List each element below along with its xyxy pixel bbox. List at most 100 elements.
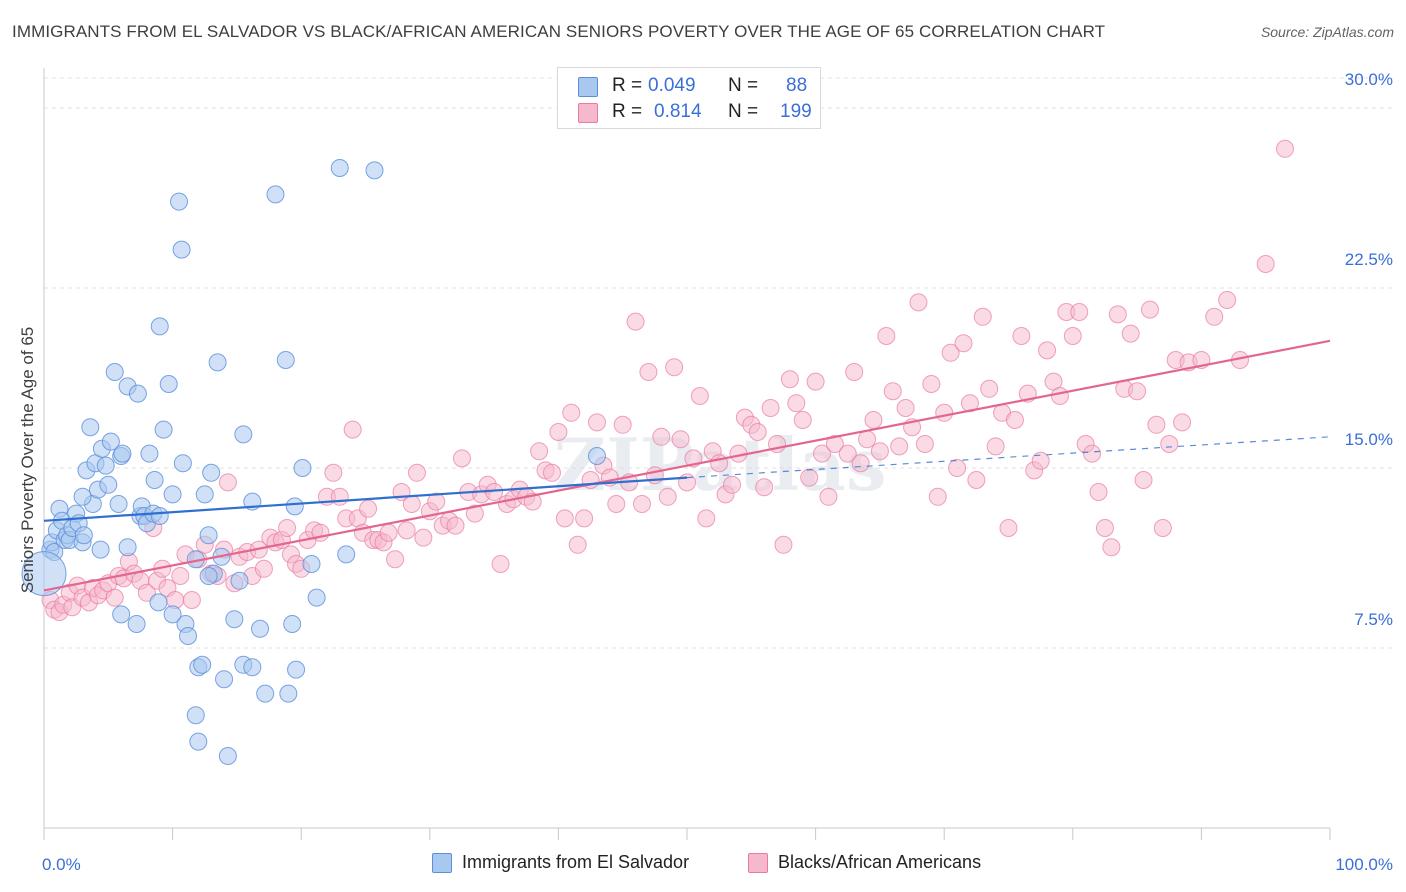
data-point-blacks [1134, 471, 1153, 489]
data-point-blacks [452, 449, 471, 468]
data-point-el-salvador [154, 420, 173, 439]
data-point-blacks [813, 444, 832, 463]
data-point-blacks [402, 495, 421, 513]
data-point-el-salvador-cluster [21, 551, 67, 597]
data-point-blacks [723, 475, 742, 494]
data-point-blacks [748, 423, 767, 441]
data-point-blacks [568, 535, 587, 554]
data-point-el-salvador [150, 507, 169, 525]
data-point-blacks [1005, 411, 1024, 429]
data-point-blacks [922, 375, 941, 393]
data-point-el-salvador [587, 447, 606, 465]
data-point-blacks [626, 312, 645, 331]
data-point-blacks [665, 358, 684, 377]
data-point-el-salvador [74, 526, 93, 545]
data-point-blacks [407, 463, 426, 482]
x-tick-label: 100.0% [1335, 855, 1393, 874]
series-el-salvador-points [21, 159, 606, 765]
data-point-el-salvador [73, 487, 92, 506]
data-point-blacks [658, 487, 677, 506]
legend-n-label: N = [728, 101, 759, 122]
data-point-blacks [774, 535, 793, 554]
data-point-el-salvador [243, 658, 262, 677]
data-point-blacks [761, 399, 780, 417]
data-point-blacks [973, 307, 992, 326]
data-point-blacks [896, 399, 915, 417]
data-point-blacks [1050, 387, 1069, 405]
data-point-blacks [330, 487, 349, 506]
data-point-blacks [324, 463, 343, 482]
data-point-blacks [397, 521, 416, 540]
data-point-blacks [542, 463, 561, 482]
data-point-el-salvador [365, 161, 384, 180]
data-point-el-salvador [256, 684, 275, 703]
data-point-blacks [562, 403, 581, 422]
data-point-blacks [613, 415, 632, 434]
data-point-blacks [379, 523, 398, 542]
data-point-blacks [806, 372, 825, 391]
data-point-el-salvador [287, 660, 306, 679]
data-point-blacks [1205, 307, 1224, 326]
data-point-blacks [1128, 382, 1147, 401]
data-point-blacks [359, 499, 378, 518]
trend-line-blacks [43, 339, 1331, 592]
legend-r-value: 0.814 [654, 101, 702, 122]
data-point-el-salvador [101, 432, 120, 451]
y-tick-label: 7.5% [1354, 610, 1393, 629]
data-point-el-salvador [208, 353, 227, 372]
y-axis-label: Seniors Poverty Over the Age of 65 [18, 326, 37, 594]
data-point-el-salvador [307, 588, 326, 607]
data-point-el-salvador [215, 670, 234, 689]
data-point-el-salvador [159, 375, 178, 393]
data-point-blacks [1038, 341, 1057, 360]
data-point-el-salvador [234, 425, 253, 444]
data-point-el-salvador [170, 192, 189, 211]
x-tick-label: 0.0% [42, 855, 81, 874]
data-point-el-salvador [279, 684, 298, 703]
x-tick-labels: 0.0% 100.0% [42, 855, 1393, 874]
data-point-el-salvador [202, 463, 221, 482]
data-point-blacks [171, 567, 190, 585]
bottom-legend-swatch-blue [432, 853, 452, 873]
data-point-blacks [587, 413, 606, 432]
y-tick-labels: 7.5% 15.0% 22.5% 30.0% [1345, 70, 1393, 629]
data-point-el-salvador [91, 540, 110, 559]
bottom-legend-label: Blacks/African Americans [778, 852, 982, 872]
data-point-blacks [632, 495, 651, 513]
legend-swatch-pink [578, 103, 598, 123]
data-point-el-salvador [251, 619, 270, 638]
data-point-blacks [137, 583, 156, 602]
data-point-blacks [1089, 483, 1108, 501]
data-point-blacks [549, 423, 568, 441]
data-point-blacks [793, 411, 812, 429]
trend-line-el-salvador [43, 476, 688, 522]
data-point-el-salvador [173, 454, 192, 473]
data-point-blacks [607, 495, 626, 513]
data-point-el-salvador [266, 185, 285, 204]
data-point-el-salvador [193, 655, 212, 674]
data-point-el-salvador [113, 444, 132, 463]
data-point-blacks [1031, 451, 1050, 470]
data-point-blacks [555, 509, 574, 528]
data-point-blacks [446, 516, 465, 535]
data-point-blacks [652, 427, 671, 446]
data-point-el-salvador [99, 475, 118, 494]
data-point-blacks [697, 509, 716, 528]
data-point-blacks [986, 437, 1005, 456]
data-point-blacks [1173, 413, 1192, 432]
axes [43, 68, 1331, 840]
data-point-blacks [1012, 327, 1031, 345]
data-point-blacks [780, 370, 799, 389]
source-label: Source: ZipAtlas.com [1260, 24, 1394, 40]
data-point-el-salvador [199, 567, 218, 585]
legend-n-value: 88 [786, 75, 808, 96]
data-point-el-salvador [149, 593, 168, 612]
data-point-blacks [954, 334, 973, 353]
data-point-blacks [1147, 415, 1166, 434]
series-blacks-points [41, 139, 1294, 621]
data-point-blacks [491, 555, 510, 573]
data-point-el-salvador [293, 459, 312, 477]
data-point-blacks [928, 487, 947, 506]
data-point-blacks [182, 591, 201, 609]
data-point-blacks [845, 363, 864, 381]
